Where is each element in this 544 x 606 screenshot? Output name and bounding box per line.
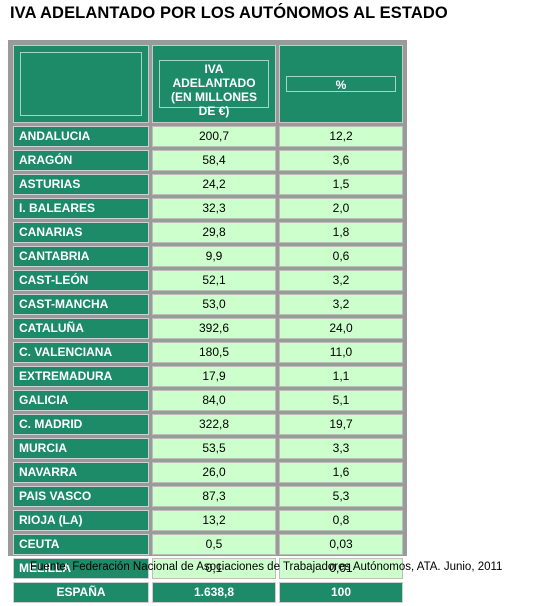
region-cell: CATALUÑA [13, 318, 149, 339]
iva-cell: 53,5 [152, 438, 276, 459]
region-cell: CAST-LEÓN [13, 270, 149, 291]
iva-cell: 26,0 [152, 462, 276, 483]
percent-cell: 1,1 [279, 366, 403, 387]
iva-cell: 322,8 [152, 414, 276, 435]
percent-cell: 3,2 [279, 294, 403, 315]
region-cell: CANTABRIA [13, 246, 149, 267]
table-row: GALICIA 84,0 5,1 [13, 390, 403, 411]
header-iva: IVA ADELANTADO (EN MILLONES DE €) [152, 45, 276, 123]
iva-table: IVA ADELANTADO (EN MILLONES DE €) % ANDA… [10, 42, 406, 606]
table-row: CANARIAS 29,8 1,8 [13, 222, 403, 243]
percent-cell: 2,0 [279, 198, 403, 219]
iva-cell: 17,9 [152, 366, 276, 387]
table-row: CANTABRIA 9,9 0,6 [13, 246, 403, 267]
table-row: CAST-MANCHA 53,0 3,2 [13, 294, 403, 315]
percent-cell: 11,0 [279, 342, 403, 363]
percent-cell: 24,0 [279, 318, 403, 339]
percent-cell: 3,6 [279, 150, 403, 171]
page-title: IVA ADELANTADO POR LOS AUTÓNOMOS AL ESTA… [10, 4, 448, 22]
iva-cell: 32,3 [152, 198, 276, 219]
iva-cell: 0,5 [152, 534, 276, 555]
percent-cell: 12,2 [279, 126, 403, 147]
region-cell: RIOJA (LA) [13, 510, 149, 531]
percent-cell: 0,6 [279, 246, 403, 267]
table-row: MURCIA 53,5 3,3 [13, 438, 403, 459]
percent-cell: 1,5 [279, 174, 403, 195]
percent-cell: 3,3 [279, 438, 403, 459]
iva-cell: 200,7 [152, 126, 276, 147]
region-cell: CEUTA [13, 534, 149, 555]
region-cell: CAST-MANCHA [13, 294, 149, 315]
table-row: CATALUÑA 392,6 24,0 [13, 318, 403, 339]
percent-cell: 5,3 [279, 486, 403, 507]
percent-cell: 19,7 [279, 414, 403, 435]
iva-cell: 52,1 [152, 270, 276, 291]
total-region: ESPAÑA [13, 582, 149, 603]
table-row: ASTURIAS 24,2 1,5 [13, 174, 403, 195]
region-cell: MURCIA [13, 438, 149, 459]
table-row: CAST-LEÓN 52,1 3,2 [13, 270, 403, 291]
table-row: C. VALENCIANA 180,5 11,0 [13, 342, 403, 363]
header-percent: % [279, 45, 403, 123]
percent-cell: 1,6 [279, 462, 403, 483]
iva-cell: 53,0 [152, 294, 276, 315]
iva-cell: 24,2 [152, 174, 276, 195]
iva-cell: 9,9 [152, 246, 276, 267]
percent-cell: 1,8 [279, 222, 403, 243]
iva-cell: 392,6 [152, 318, 276, 339]
header-region [13, 45, 149, 123]
table-row: RIOJA (LA) 13,2 0,8 [13, 510, 403, 531]
region-cell: ANDALUCIA [13, 126, 149, 147]
region-cell: I. BALEARES [13, 198, 149, 219]
total-row: ESPAÑA 1.638,8 100 [13, 582, 403, 603]
percent-cell: 3,2 [279, 270, 403, 291]
region-cell: GALICIA [13, 390, 149, 411]
table-row: EXTREMADURA 17,9 1,1 [13, 366, 403, 387]
table-row: PAIS VASCO 87,3 5,3 [13, 486, 403, 507]
table-body: ANDALUCIA 200,7 12,2 ARAGÓN 58,4 3,6 ASTURIAS 2… [13, 126, 403, 579]
region-cell: NAVARRA [13, 462, 149, 483]
iva-cell: 180,5 [152, 342, 276, 363]
percent-cell: 5,1 [279, 390, 403, 411]
iva-cell: 87,3 [152, 486, 276, 507]
region-cell: C. VALENCIANA [13, 342, 149, 363]
table-row: ANDALUCIA 200,7 12,2 [13, 126, 403, 147]
region-cell: ARAGÓN [13, 150, 149, 171]
table-row: CEUTA 0,5 0,03 [13, 534, 403, 555]
table-row: NAVARRA 26,0 1,6 [13, 462, 403, 483]
header-row: IVA ADELANTADO (EN MILLONES DE €) % [13, 45, 403, 123]
total-percent: 100 [279, 582, 403, 603]
table-row: C. MADRID 322,8 19,7 [13, 414, 403, 435]
table-row: I. BALEARES 32,3 2,0 [13, 198, 403, 219]
table-row: ARAGÓN 58,4 3,6 [13, 150, 403, 171]
total-iva: 1.638,8 [152, 582, 276, 603]
iva-cell: 84,0 [152, 390, 276, 411]
region-cell: C. MADRID [13, 414, 149, 435]
iva-cell: 58,4 [152, 150, 276, 171]
region-cell: PAIS VASCO [13, 486, 149, 507]
region-cell: CANARIAS [13, 222, 149, 243]
percent-cell: 0,8 [279, 510, 403, 531]
region-cell: ASTURIAS [13, 174, 149, 195]
percent-cell: 0,03 [279, 534, 403, 555]
iva-cell: 29,8 [152, 222, 276, 243]
iva-cell: 13,2 [152, 510, 276, 531]
source-note: Fuente: Federación Nacional de Asociacio… [30, 561, 503, 573]
region-cell: EXTREMADURA [13, 366, 149, 387]
